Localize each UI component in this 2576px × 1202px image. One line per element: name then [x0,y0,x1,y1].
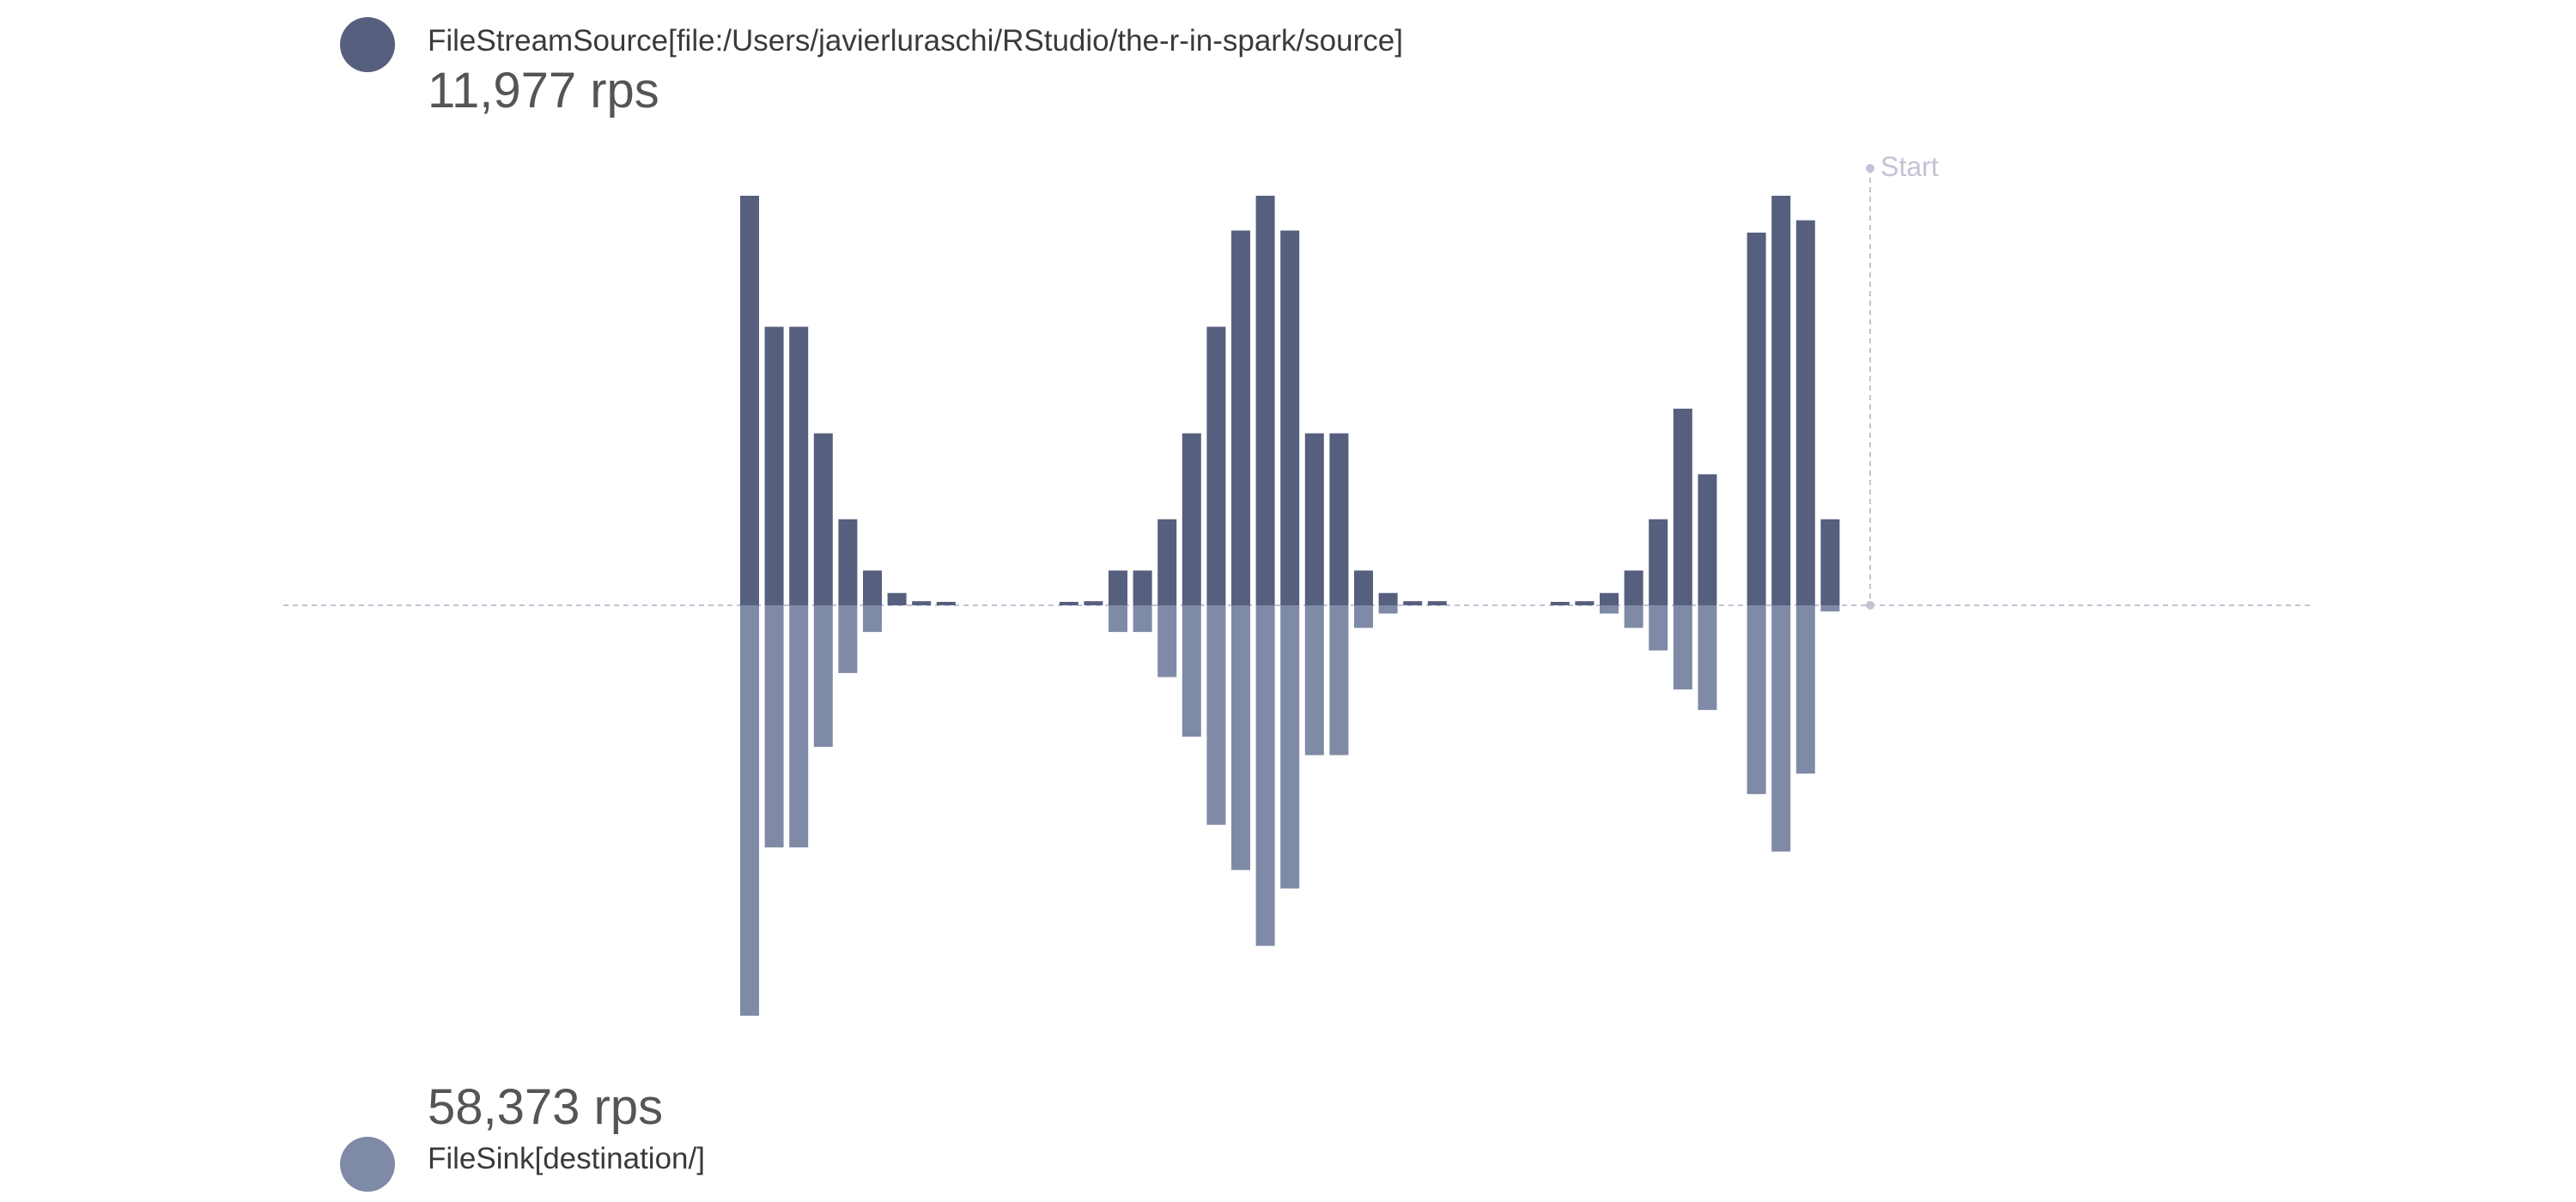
source-legend-dot [340,17,395,72]
bars-group [740,196,1840,1016]
source-name: FileStreamSource[file:/Users/javierluras… [428,24,1403,58]
start-marker-dot-base [1866,601,1874,610]
source-bar [764,326,784,605]
sink-bar [1206,605,1226,825]
source-bar [912,601,932,605]
source-bar [740,196,759,605]
sink-bar [1673,605,1692,689]
source-bar [1280,230,1300,605]
sink-bar [1354,605,1373,628]
source-bar [1231,230,1250,605]
source-bar [1255,196,1275,605]
source-bar [1354,570,1373,605]
source-bar [1157,519,1177,605]
source-bar [1624,570,1643,605]
sink-bar [863,605,882,633]
sink-bar [1649,605,1668,651]
source-rate: 11,977 rps [428,63,659,118]
sink-rate: 58,373 rps [428,1079,664,1135]
source-bar [1109,570,1127,605]
sink-bar [1231,605,1250,871]
sink-bar [1795,605,1815,774]
sink-bar [1182,605,1201,737]
sink-bar [1109,605,1127,633]
start-marker-label: Start [1880,151,1939,182]
source-bar [1378,592,1398,605]
source-bar [1600,592,1619,605]
sink-name: FileSink[destination/] [428,1142,705,1175]
sink-bar [838,605,858,673]
sink-bar [740,605,759,1016]
source-bar [1304,433,1324,605]
sink-bar [1771,605,1791,852]
sink-bar [1747,605,1766,794]
source-bar [1795,220,1815,605]
source-bar [936,602,956,605]
source-bar [863,570,882,605]
sink-bar [764,605,784,847]
sink-bar [789,605,809,847]
sink-bar [1820,605,1840,612]
sink-bar [1255,605,1275,946]
source-bar [1084,601,1103,605]
source-bar [887,592,907,605]
source-bar [1820,519,1840,605]
source-bar [1698,474,1717,605]
sink-bar [1280,605,1300,889]
source-bar [1747,232,1766,605]
sink-bar [1698,605,1717,710]
source-bar [1649,519,1668,605]
sink-bar [1133,605,1152,633]
source-bar [813,433,833,605]
source-bar [838,519,858,605]
source-bar [1550,602,1570,605]
sink-bar [1624,605,1643,628]
source-bar [1133,570,1152,605]
sink-bar [1378,605,1398,614]
sink-bar [1304,605,1324,756]
source-bar [1575,601,1595,605]
source-bar [1329,433,1349,605]
source-bar [1427,601,1447,605]
source-bar [789,326,809,605]
source-bar [1403,601,1423,605]
sink-bar [1157,605,1177,677]
sink-bar [1329,605,1349,756]
sink-bar [813,605,833,747]
source-bar [1771,196,1791,605]
sink-bar [1600,605,1619,614]
start-marker-dot-top [1866,164,1874,173]
source-bar [1206,326,1226,605]
source-bar [1673,409,1692,605]
sink-legend-dot [340,1137,395,1192]
source-bar [1182,433,1201,605]
source-bar [1059,602,1078,605]
